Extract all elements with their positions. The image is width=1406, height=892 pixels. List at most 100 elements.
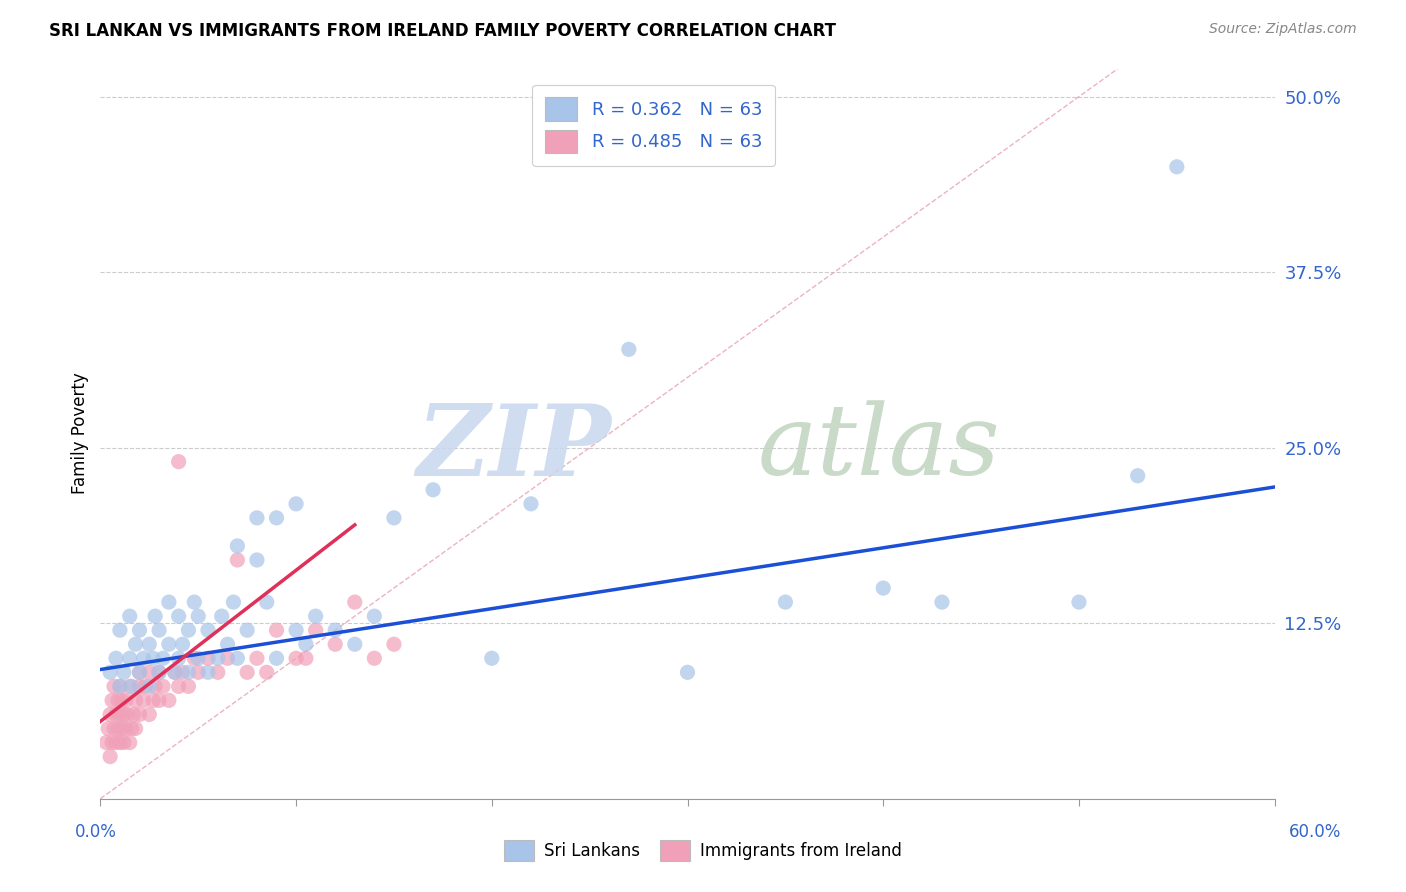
Point bbox=[157, 595, 180, 609]
Point bbox=[114, 693, 136, 707]
Point bbox=[132, 651, 155, 665]
Point bbox=[108, 623, 131, 637]
Point bbox=[114, 722, 136, 736]
Point bbox=[236, 623, 259, 637]
Point bbox=[207, 665, 229, 680]
Point bbox=[107, 693, 129, 707]
Point bbox=[217, 651, 239, 665]
Point bbox=[124, 693, 146, 707]
Point bbox=[124, 637, 146, 651]
Point bbox=[481, 651, 503, 665]
Point bbox=[187, 609, 209, 624]
Point bbox=[108, 735, 131, 749]
Point bbox=[157, 637, 180, 651]
Point bbox=[108, 679, 131, 693]
Point bbox=[143, 679, 166, 693]
Point bbox=[363, 609, 385, 624]
Point bbox=[236, 665, 259, 680]
Point bbox=[211, 609, 233, 624]
Point bbox=[285, 497, 308, 511]
Point bbox=[246, 511, 269, 525]
Point bbox=[148, 665, 170, 680]
Text: atlas: atlas bbox=[758, 401, 1001, 496]
Point bbox=[183, 595, 205, 609]
Point bbox=[323, 637, 346, 651]
Point bbox=[172, 637, 194, 651]
Point bbox=[382, 637, 405, 651]
Point bbox=[117, 707, 139, 722]
Point bbox=[177, 679, 200, 693]
Y-axis label: Family Poverty: Family Poverty bbox=[72, 373, 89, 494]
Point bbox=[285, 623, 308, 637]
Point bbox=[152, 679, 174, 693]
Point bbox=[167, 679, 190, 693]
Text: 60.0%: 60.0% bbox=[1288, 822, 1341, 840]
Point bbox=[134, 679, 156, 693]
Point bbox=[148, 665, 170, 680]
Point bbox=[617, 343, 640, 357]
Point bbox=[138, 637, 160, 651]
Point bbox=[183, 651, 205, 665]
Point bbox=[226, 553, 249, 567]
Point bbox=[118, 679, 141, 693]
Point bbox=[98, 707, 121, 722]
Point bbox=[103, 722, 125, 736]
Point bbox=[167, 455, 190, 469]
Point bbox=[118, 735, 141, 749]
Point bbox=[103, 679, 125, 693]
Point bbox=[343, 595, 366, 609]
Point bbox=[177, 665, 200, 680]
Point bbox=[222, 595, 245, 609]
Point bbox=[226, 651, 249, 665]
Text: Source: ZipAtlas.com: Source: ZipAtlas.com bbox=[1209, 22, 1357, 37]
Point bbox=[285, 651, 308, 665]
Point bbox=[112, 665, 135, 680]
Point bbox=[163, 665, 186, 680]
Point bbox=[256, 665, 278, 680]
Point bbox=[363, 651, 385, 665]
Point bbox=[217, 637, 239, 651]
Point bbox=[343, 637, 366, 651]
Point bbox=[118, 651, 141, 665]
Point bbox=[197, 651, 219, 665]
Point bbox=[111, 722, 134, 736]
Point bbox=[256, 595, 278, 609]
Point bbox=[112, 735, 135, 749]
Point bbox=[128, 665, 150, 680]
Point bbox=[266, 651, 288, 665]
Point bbox=[128, 707, 150, 722]
Point bbox=[520, 497, 543, 511]
Point bbox=[128, 679, 150, 693]
Point bbox=[112, 707, 135, 722]
Point bbox=[96, 735, 118, 749]
Point bbox=[101, 735, 124, 749]
Point bbox=[124, 722, 146, 736]
Point bbox=[305, 623, 328, 637]
Point bbox=[177, 623, 200, 637]
Point bbox=[122, 707, 145, 722]
Point bbox=[167, 651, 190, 665]
Point bbox=[138, 679, 160, 693]
Point bbox=[676, 665, 699, 680]
Point bbox=[138, 665, 160, 680]
Point bbox=[187, 651, 209, 665]
Point bbox=[138, 707, 160, 722]
Point bbox=[157, 693, 180, 707]
Point bbox=[152, 651, 174, 665]
Point bbox=[128, 623, 150, 637]
Point bbox=[105, 735, 128, 749]
Legend: R = 0.362   N = 63, R = 0.485   N = 63: R = 0.362 N = 63, R = 0.485 N = 63 bbox=[531, 85, 775, 166]
Point bbox=[295, 637, 318, 651]
Point bbox=[872, 581, 894, 595]
Point bbox=[422, 483, 444, 497]
Point bbox=[98, 665, 121, 680]
Point bbox=[197, 665, 219, 680]
Point bbox=[107, 722, 129, 736]
Point bbox=[266, 511, 288, 525]
Point bbox=[207, 651, 229, 665]
Point bbox=[163, 665, 186, 680]
Text: SRI LANKAN VS IMMIGRANTS FROM IRELAND FAMILY POVERTY CORRELATION CHART: SRI LANKAN VS IMMIGRANTS FROM IRELAND FA… bbox=[49, 22, 837, 40]
Point bbox=[142, 693, 165, 707]
Point bbox=[105, 651, 128, 665]
Point bbox=[105, 707, 128, 722]
